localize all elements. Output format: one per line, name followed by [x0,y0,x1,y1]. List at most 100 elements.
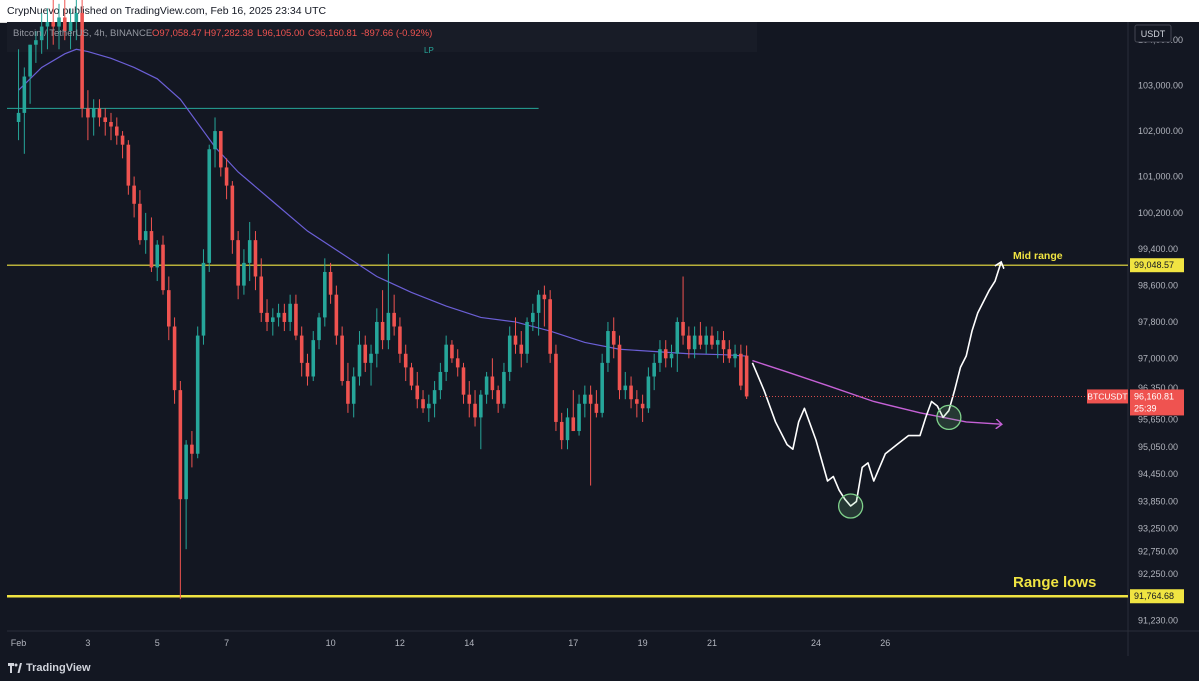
price-tick-label: 99,400.00 [1138,244,1178,254]
candle-body [39,26,44,41]
candle-body [351,376,356,404]
candle [380,290,385,350]
candle-body [427,403,431,409]
candle [155,240,160,282]
candle [276,303,281,327]
candle-body [178,390,183,500]
footer-bar: TradingView [0,656,1199,681]
candle-body [195,335,200,454]
candle [565,408,570,450]
target-circle [837,493,864,519]
candle-body [62,17,67,32]
candle-body [334,294,339,336]
candle [265,299,269,332]
candle-body [675,321,680,354]
price-axis: 104,000.00103,000.00102,000.00101,000.00… [1138,35,1183,625]
candle [502,362,506,409]
candle-body [143,231,148,241]
candle [247,221,252,282]
candle [271,308,275,336]
candle-body [536,294,541,313]
horizontal-levels [7,264,1128,598]
price-tick-label: 93,850.00 [1138,496,1178,506]
time-tick-label: 12 [395,638,405,648]
target-circle [936,404,962,431]
range-lows-label: Range lows [1013,574,1096,591]
candle [704,326,708,354]
candle [450,340,454,363]
candle [103,108,108,136]
candle [294,294,298,341]
candle [51,0,56,45]
price-tick-label: 95,050.00 [1138,442,1178,452]
candle-body [687,335,691,350]
candle [282,303,287,332]
candle [190,431,194,468]
candle-body [282,312,287,322]
candle [554,344,558,432]
candle-body [565,417,570,441]
candle-body [704,335,708,345]
candle [172,317,177,404]
candle-body [640,403,645,409]
candle [721,331,726,363]
projected-price-path [751,263,1000,507]
candle-body [357,344,362,377]
candle-body [16,112,21,122]
time-tick-label: 10 [326,638,336,648]
candle [640,394,645,422]
candle [375,308,379,368]
grid [7,22,1199,656]
candle [629,376,633,409]
time-tick-label: 24 [811,638,821,648]
candle [299,326,304,377]
candle [195,326,200,459]
candle [432,381,437,418]
candle [531,303,535,332]
plot-area [7,22,1128,631]
candle [467,381,472,418]
candle-body [317,317,321,341]
candle [230,181,235,254]
candle [86,90,90,141]
candle [455,349,460,377]
candle [28,44,32,104]
candle [242,249,246,295]
candle-body [207,149,212,263]
candle-body [74,12,79,22]
candle [120,131,125,159]
time-tick-label: 21 [707,638,717,648]
candle-body [201,262,206,336]
candle-body [247,240,252,263]
candle-body [403,353,408,368]
candle-body [34,40,38,45]
candle-body [276,312,281,318]
candle-body [450,344,454,359]
candle [369,344,373,386]
price-tick-label: 92,250.00 [1138,569,1178,579]
candle [305,353,310,386]
candle-body [721,340,726,350]
candle [427,394,431,422]
candle-body [184,444,188,500]
candle [126,140,131,195]
candle-body [305,362,310,377]
candle-body [617,344,622,391]
ohlc-change: -897.66 (-0.92%) [361,28,432,39]
candle-body [80,12,84,109]
candle-body [299,335,304,363]
currency-label: USDT [1141,29,1166,39]
candle [548,290,552,363]
bar-countdown: 25:39 [1134,403,1157,413]
candle-body [635,399,639,404]
currency-box[interactable]: USDT [1134,24,1172,43]
price-tick-label: 91,230.00 [1138,616,1178,626]
candle [386,253,391,350]
candle [357,331,362,386]
candle-body [698,335,703,345]
candle-body [681,321,685,336]
candle [583,385,587,418]
candle-body [577,403,581,432]
price-tick-label: 97,800.00 [1138,317,1178,327]
